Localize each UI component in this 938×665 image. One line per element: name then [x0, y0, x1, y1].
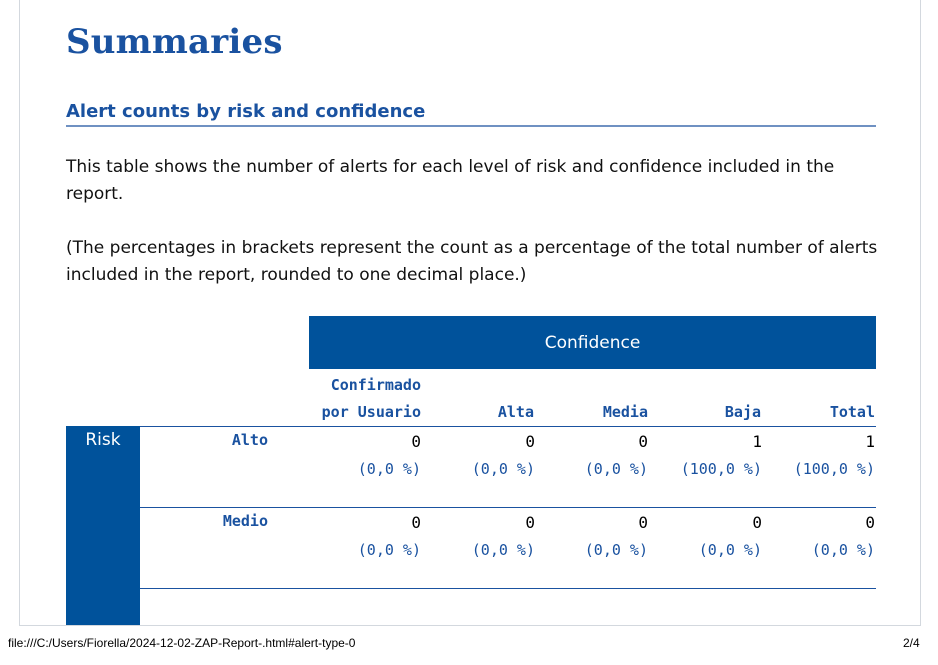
risk-label: Risk — [85, 430, 121, 450]
percentage-cell: (100,0 %) — [680, 460, 762, 478]
count-cell: 0 — [752, 513, 762, 532]
percentage-cell: (0,0 %) — [811, 541, 875, 559]
column-header-alta: Alta — [497, 403, 534, 421]
percentage-cell: (0,0 %) — [357, 541, 421, 559]
percentage-cell: (0,0 %) — [357, 460, 421, 478]
intro-paragraph: This table shows the number of alerts fo… — [66, 157, 835, 204]
count-cell: 1 — [752, 432, 762, 451]
row-label-medio: Medio — [222, 512, 268, 530]
column-header-baja: Baja — [724, 403, 761, 421]
report-page: Summaries Alert counts by risk and confi… — [19, 0, 921, 626]
count-cell: 0 — [525, 432, 535, 451]
percentage-cell: (100,0 %) — [793, 460, 875, 478]
count-cell: 0 — [525, 513, 535, 532]
row-label-alto: Alto — [231, 431, 268, 449]
percentage-cell: (0,0 %) — [471, 460, 535, 478]
percentage-note: (The percentages in brackets represent t… — [66, 238, 878, 285]
table-divider — [66, 426, 876, 427]
column-header-total: Total — [829, 403, 875, 421]
row-divider — [140, 507, 876, 508]
count-cell: 0 — [638, 513, 648, 532]
count-cell: 0 — [411, 513, 421, 532]
count-cell: 1 — [865, 432, 875, 451]
column-header-line: Confirmado — [330, 376, 421, 394]
percentage-cell: (0,0 %) — [584, 460, 648, 478]
confidence-header: Confidence — [309, 316, 876, 369]
page-title: Summaries — [66, 22, 283, 62]
risk-column: Risk — [66, 426, 140, 625]
column-header-media: Media — [602, 403, 648, 421]
percentage-cell: (0,0 %) — [584, 541, 648, 559]
section-title: Alert counts by risk and confidence — [66, 101, 876, 127]
footer-page-number: 2/4 — [903, 636, 920, 650]
row-divider — [140, 588, 876, 589]
count-cell: 0 — [638, 432, 648, 451]
percentage-cell: (0,0 %) — [698, 541, 762, 559]
column-header-confirmado: Confirmado por Usuario — [301, 372, 421, 426]
count-cell: 0 — [865, 513, 875, 532]
percentage-cell: (0,0 %) — [471, 541, 535, 559]
footer-url: file:///C:/Users/Fiorella/2024-12-02-ZAP… — [8, 636, 356, 650]
column-header-line: por Usuario — [321, 403, 421, 421]
count-cell: 0 — [411, 432, 421, 451]
